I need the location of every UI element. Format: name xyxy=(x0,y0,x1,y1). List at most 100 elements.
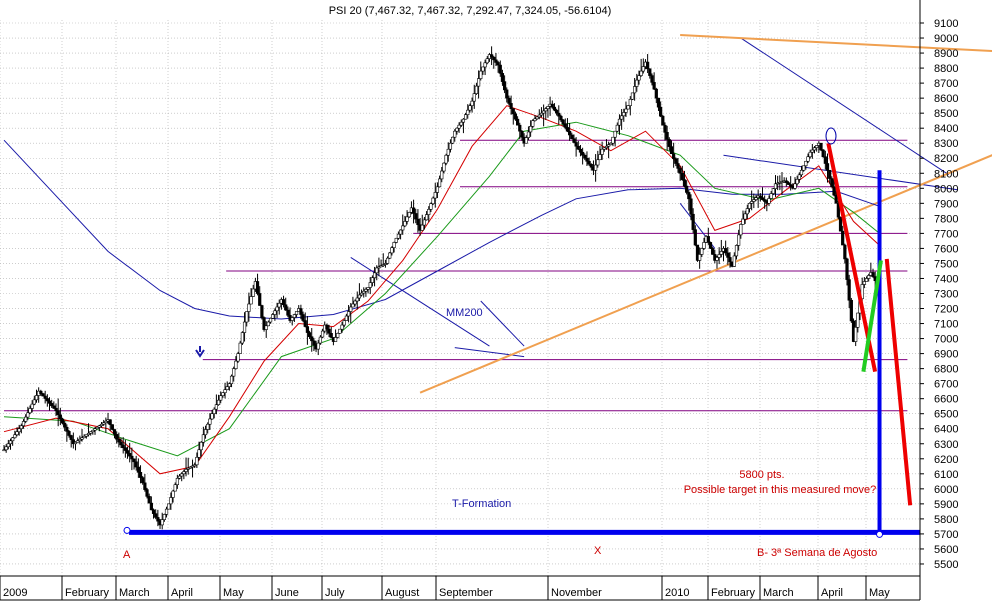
price-body xyxy=(349,306,353,312)
price-body xyxy=(210,413,214,420)
price-body xyxy=(13,434,17,439)
price-body xyxy=(364,289,368,292)
price-body xyxy=(483,62,487,68)
price-body xyxy=(862,281,866,285)
price-body xyxy=(128,453,132,457)
price-body xyxy=(6,443,10,448)
y-tick-label: 7600 xyxy=(934,243,958,255)
price-body xyxy=(151,509,156,514)
price-body xyxy=(199,441,203,451)
price-body xyxy=(281,299,286,306)
price-body xyxy=(414,213,418,220)
y-tick-label: 8700 xyxy=(934,78,958,90)
price-body xyxy=(307,332,312,337)
price-body xyxy=(379,265,383,268)
price-body xyxy=(336,333,340,338)
price-body xyxy=(366,287,370,290)
x-tick-label: November xyxy=(551,587,602,599)
y-tick-label: 8100 xyxy=(934,168,958,180)
point-x-marker xyxy=(876,530,884,538)
price-body xyxy=(299,308,303,315)
price-body xyxy=(691,213,695,230)
price-body xyxy=(340,324,344,330)
price-body xyxy=(216,399,221,405)
price-body xyxy=(104,420,108,424)
price-body xyxy=(739,224,743,236)
price-body xyxy=(448,142,453,150)
price-body xyxy=(669,146,674,155)
price-body xyxy=(665,132,669,140)
price-body xyxy=(368,282,372,288)
price-body xyxy=(706,236,710,243)
arrow-down-icon xyxy=(195,346,205,358)
price-body xyxy=(26,412,30,418)
price-body xyxy=(832,186,836,196)
price-body xyxy=(353,300,357,305)
price-body xyxy=(789,184,793,187)
price-body xyxy=(197,449,201,458)
price-body xyxy=(583,154,587,159)
price-body xyxy=(470,100,474,106)
price-body xyxy=(708,242,713,249)
price-body xyxy=(138,472,143,478)
price-body xyxy=(78,438,82,442)
price-body xyxy=(529,126,533,133)
price-body xyxy=(867,275,871,279)
price-body xyxy=(546,106,550,109)
y-tick-label: 5600 xyxy=(934,544,958,556)
y-tick-label: 7400 xyxy=(934,273,958,285)
y-tick-label: 9100 xyxy=(934,18,958,30)
price-body xyxy=(656,97,661,108)
price-body xyxy=(500,73,505,82)
price-body xyxy=(424,214,429,221)
price-body xyxy=(490,54,494,58)
price-body xyxy=(4,446,8,451)
price-body xyxy=(405,216,409,222)
price-body xyxy=(825,163,830,171)
price-body xyxy=(654,88,658,99)
price-body xyxy=(630,92,635,100)
price-body xyxy=(526,131,531,138)
price-body xyxy=(286,309,290,316)
price-body xyxy=(854,327,858,342)
price-body xyxy=(290,317,294,321)
y-tick-label: 7000 xyxy=(934,334,958,346)
price-body xyxy=(589,163,593,168)
price-body xyxy=(117,438,121,443)
price-body xyxy=(843,244,847,260)
annotation-point-b: B- 3ª Semana de Agosto xyxy=(757,547,877,559)
price-body xyxy=(390,247,394,254)
annotation-mm200: MM200 xyxy=(446,307,483,319)
price-body xyxy=(769,193,773,199)
price-body xyxy=(24,416,28,422)
price-body xyxy=(680,172,684,180)
trendline-blue xyxy=(350,257,490,347)
price-body xyxy=(767,198,771,204)
price-body xyxy=(277,302,281,308)
annotation-t-formation: T-Formation xyxy=(452,498,511,510)
price-body xyxy=(329,333,333,338)
annotation-target-line1: 5800 pts. xyxy=(739,469,784,481)
y-tick-label: 6400 xyxy=(934,424,958,436)
price-body xyxy=(628,98,632,106)
price-body xyxy=(206,423,210,430)
y-tick-label: 8800 xyxy=(934,63,958,75)
y-tick-label: 6500 xyxy=(934,409,958,421)
price-body xyxy=(182,471,186,475)
x-tick-label: February xyxy=(65,587,110,599)
price-body xyxy=(84,434,88,437)
price-body xyxy=(463,114,468,120)
price-body xyxy=(8,440,13,445)
price-body xyxy=(212,408,216,415)
price-body xyxy=(466,109,470,115)
price-body xyxy=(190,465,195,468)
price-body xyxy=(659,106,663,117)
price-body xyxy=(719,251,723,255)
mm200-line xyxy=(3,139,880,320)
price-body xyxy=(633,86,637,94)
price-body xyxy=(481,66,485,72)
grid xyxy=(0,20,920,576)
price-body xyxy=(479,70,483,79)
price-body xyxy=(437,178,442,188)
price-body xyxy=(58,414,62,420)
